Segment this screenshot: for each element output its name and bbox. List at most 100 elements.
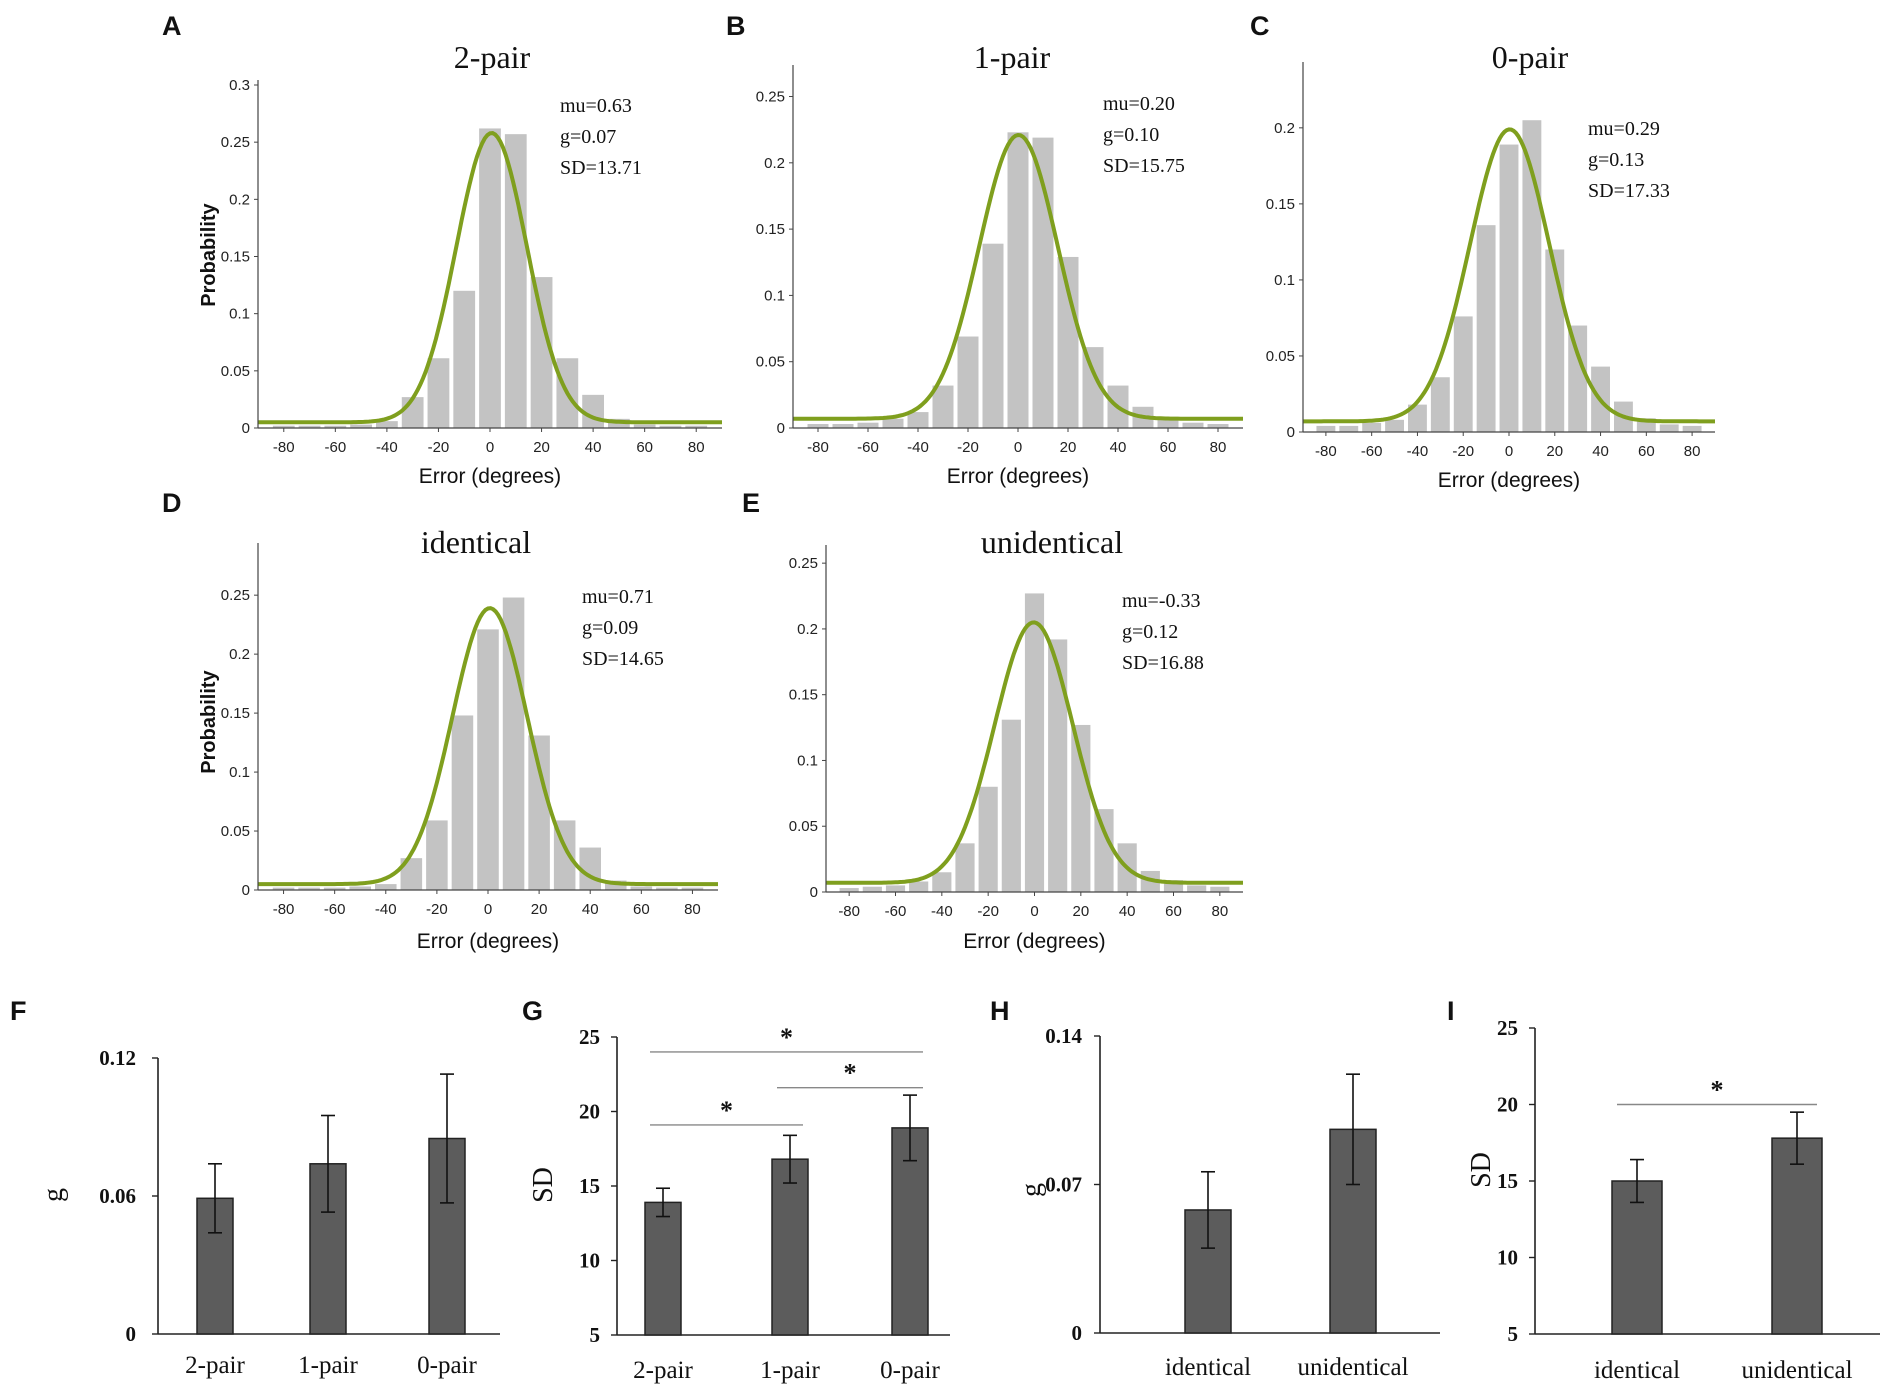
y-tick-label: 20: [1497, 1093, 1518, 1117]
y-tick-label: 0.1: [1274, 272, 1295, 289]
y-axis-label: SD: [528, 1167, 559, 1203]
histogram-bar: [932, 385, 954, 428]
histogram-bar: [528, 735, 550, 890]
fit-curve: [258, 131, 722, 425]
x-tick-label: 40: [1592, 443, 1609, 460]
y-tick-label: 0.2: [764, 155, 785, 172]
category-label: 0-pair: [417, 1352, 477, 1379]
chart-title: unidentical: [981, 524, 1123, 560]
y-tick-label: 0: [1072, 1321, 1083, 1345]
histogram-bar: [427, 358, 450, 428]
significance-star: *: [780, 1023, 793, 1052]
panel-letter: E: [742, 488, 760, 518]
histogram-bar: [1339, 425, 1359, 432]
y-tick-label: 0.15: [789, 687, 818, 704]
histogram-bar: [909, 881, 929, 892]
panel-letter: A: [162, 11, 182, 41]
histogram-bar: [832, 424, 854, 428]
fit-annotation: SD=17.33: [1588, 180, 1670, 202]
fit-annotation: g=0.12: [1122, 621, 1178, 643]
histogram-bar: [656, 887, 678, 890]
fit-curve: [258, 606, 718, 887]
histogram-bar: [400, 858, 423, 890]
histogram-bar: [1385, 419, 1404, 432]
histogram-bar: [839, 888, 859, 892]
category-label: identical: [1165, 1354, 1251, 1381]
chart-title: 2-pair: [454, 39, 531, 75]
panel-h: H 0 0.07 0.14 identical unidentical g: [990, 996, 1440, 1381]
x-tick-label: 0: [484, 901, 492, 918]
panel-letter: F: [10, 996, 27, 1026]
y-tick-label: 0.2: [229, 646, 250, 663]
y-tick-label: 0.05: [221, 363, 250, 380]
histogram-bar: [426, 820, 448, 890]
histogram-bar: [885, 885, 906, 892]
panel-c: C 0-pair -80 -60 -40 -20 0 20 40 60 80 0 0.05 0.1 0.15…: [1250, 11, 1715, 492]
histogram-bar: [1210, 886, 1230, 892]
fit-annotation: mu=0.20: [1103, 93, 1175, 115]
histogram-bar: [1024, 593, 1045, 892]
histogram-bar: [1659, 424, 1679, 432]
bar: [1611, 1180, 1663, 1335]
x-tick-label: 80: [688, 439, 705, 456]
x-tick-label: -20: [1452, 443, 1474, 460]
y-tick-label: 0: [126, 1322, 137, 1346]
histogram-bar: [1094, 809, 1114, 892]
histogram-bar: [1408, 404, 1427, 432]
x-tick-label: 40: [1119, 903, 1136, 920]
significance-star: *: [1711, 1076, 1724, 1105]
histogram-bar: [1362, 422, 1382, 432]
y-tick-label: 0.2: [1274, 120, 1295, 137]
histogram-bar: [685, 425, 708, 428]
fit-annotation: SD=16.88: [1122, 652, 1204, 674]
histogram-bar: [502, 597, 525, 890]
y-tick-label: 10: [579, 1249, 600, 1273]
histogram-bar: [932, 872, 952, 892]
fit-annotation: g=0.07: [560, 126, 616, 148]
x-axis-label: Error (degrees): [963, 930, 1105, 953]
histogram-bar: [605, 880, 627, 890]
histogram-bar: [1071, 724, 1091, 892]
bar: [891, 1127, 929, 1336]
y-tick-label: 0.1: [229, 306, 250, 323]
histogram-bar: [882, 418, 904, 428]
category-label: 1-pair: [760, 1357, 820, 1384]
histogram-bar: [1057, 256, 1079, 428]
histogram-bar: [504, 134, 527, 428]
histogram-bar: [376, 421, 398, 428]
fit-annotation: SD=15.75: [1103, 155, 1185, 177]
chart-title: 0-pair: [1492, 39, 1569, 75]
y-tick-label: 0.2: [797, 621, 818, 638]
y-tick-label: 0.25: [221, 587, 250, 604]
x-tick-label: -80: [838, 903, 860, 920]
y-tick-label: 0.05: [221, 823, 250, 840]
x-axis-label: Error (degrees): [947, 465, 1089, 488]
fit-annotation: mu=0.63: [560, 95, 632, 117]
y-tick-label: 0.25: [756, 89, 785, 106]
fit-annotation: mu=0.71: [582, 586, 654, 608]
histogram-bar: [298, 425, 321, 428]
significance-star: *: [844, 1059, 857, 1088]
x-tick-label: 80: [684, 901, 701, 918]
fit-annotation: SD=13.71: [560, 157, 642, 179]
y-tick-label: 0.14: [1045, 1024, 1082, 1048]
x-tick-label: -40: [376, 439, 398, 456]
y-tick-label: 0.15: [1266, 196, 1295, 213]
x-tick-label: -40: [1407, 443, 1429, 460]
y-tick-label: 0.15: [756, 221, 785, 238]
category-label: 2-pair: [633, 1357, 693, 1384]
y-tick-label: 0.05: [789, 818, 818, 835]
x-tick-label: 20: [533, 439, 550, 456]
category-label: 0-pair: [880, 1357, 940, 1384]
histogram-bar: [451, 715, 474, 890]
histogram-bar: [479, 128, 501, 429]
histogram-bar: [1187, 885, 1207, 892]
y-tick-label: 0.25: [221, 134, 250, 151]
x-tick-label: -20: [426, 901, 448, 918]
bar: [771, 1158, 809, 1336]
y-tick-label: 0.2: [229, 191, 250, 208]
y-tick-label: 0.12: [99, 1046, 136, 1070]
x-tick-label: 60: [636, 439, 653, 456]
x-tick-label: -40: [375, 901, 397, 918]
